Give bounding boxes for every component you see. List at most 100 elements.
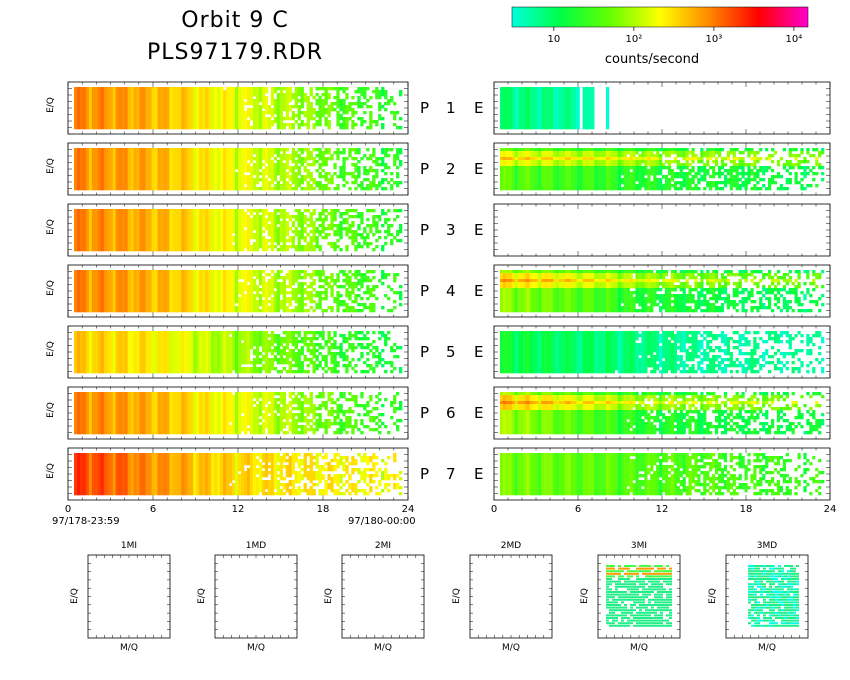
heat-cell xyxy=(112,114,117,118)
heat-cell xyxy=(127,230,131,234)
heat-cell xyxy=(97,245,102,249)
heat-cell xyxy=(139,187,143,191)
heat-cell xyxy=(118,166,122,170)
heat-cell xyxy=(205,178,209,182)
heat-cell xyxy=(321,102,325,106)
heat-cell xyxy=(148,239,152,243)
heat-cell xyxy=(148,102,152,106)
heat-cell xyxy=(255,111,260,115)
heat-cell xyxy=(74,218,78,222)
heat-cell xyxy=(544,108,548,112)
heat-cell xyxy=(172,169,176,173)
heat-cell xyxy=(303,93,307,97)
heat-cell xyxy=(632,181,636,185)
heat-cell xyxy=(190,169,194,173)
heat-cell xyxy=(270,154,275,158)
heat-cell xyxy=(393,123,397,127)
heat-cell xyxy=(336,99,340,103)
heat-cell xyxy=(573,114,577,118)
heat-cell xyxy=(381,157,385,161)
heat-cell xyxy=(303,157,307,161)
heat-cell xyxy=(211,114,215,118)
heat-cell xyxy=(744,184,748,188)
heat-cell xyxy=(342,108,346,112)
heat-cell xyxy=(270,99,275,103)
heat-cell xyxy=(558,87,563,91)
heat-cell xyxy=(679,187,683,191)
heat-cell xyxy=(196,87,200,91)
heat-cell xyxy=(163,227,167,231)
heat-cell xyxy=(258,187,263,191)
heat-cell xyxy=(324,187,328,191)
heat-cell xyxy=(523,96,527,100)
heat-cell xyxy=(700,148,704,152)
heat-cell xyxy=(181,90,185,94)
heat-cell xyxy=(662,151,666,155)
heat-cell xyxy=(82,221,87,225)
heat-cell xyxy=(193,181,197,185)
heat-cell xyxy=(715,163,719,167)
heat-cell xyxy=(196,163,200,167)
heat-cell xyxy=(351,123,355,127)
heat-cell xyxy=(118,221,122,225)
heat-cell xyxy=(573,102,577,106)
heat-cell xyxy=(342,126,346,130)
heat-cell xyxy=(229,90,233,94)
heat-cell xyxy=(538,123,542,127)
heat-cell xyxy=(91,105,96,109)
heat-cell xyxy=(109,248,114,252)
heat-cell xyxy=(121,218,125,222)
heat-cell xyxy=(109,108,114,112)
heat-cell xyxy=(94,227,99,231)
heat-cell xyxy=(178,181,182,185)
heat-cell xyxy=(127,93,131,97)
heat-cell xyxy=(157,212,161,216)
heat-cell xyxy=(127,120,131,124)
heat-cell xyxy=(214,126,218,130)
heat-cell xyxy=(199,105,203,109)
heat-cell xyxy=(205,181,209,185)
heat-cell xyxy=(175,218,179,222)
heat-cell xyxy=(585,120,589,124)
heat-cell xyxy=(208,117,212,121)
heat-cell xyxy=(375,163,379,167)
heat-cell xyxy=(235,175,239,179)
heat-cell xyxy=(112,163,117,167)
heat-cell xyxy=(723,157,728,161)
heat-cell xyxy=(526,90,530,94)
heat-cell xyxy=(264,169,269,173)
heat-cell xyxy=(318,157,322,161)
heat-cell xyxy=(732,157,736,161)
heat-cell xyxy=(336,120,340,124)
heat-cell xyxy=(175,187,179,191)
heat-cell xyxy=(74,187,78,191)
heat-cell xyxy=(576,117,580,121)
heat-cell xyxy=(196,178,200,182)
heat-cell xyxy=(535,111,539,115)
heat-cell xyxy=(217,96,221,100)
heat-cell xyxy=(223,151,227,155)
heat-cell xyxy=(214,169,218,173)
heat-cell xyxy=(88,117,93,121)
heat-cell xyxy=(396,181,400,185)
heat-cell xyxy=(517,96,521,100)
heat-cell xyxy=(166,215,170,219)
heat-cell xyxy=(74,178,78,182)
heat-cell xyxy=(223,160,227,164)
heat-cell xyxy=(309,187,313,191)
heat-cell xyxy=(91,123,96,127)
heat-cell xyxy=(121,157,125,161)
heat-cell xyxy=(576,111,580,115)
heat-cell xyxy=(88,178,93,182)
heat-cell xyxy=(238,160,242,164)
heat-cell xyxy=(511,169,515,173)
heat-cell xyxy=(357,151,361,155)
heat-cell xyxy=(85,111,90,115)
heat-cell xyxy=(97,117,102,121)
heat-cell xyxy=(579,151,583,155)
heat-cell xyxy=(747,154,751,158)
heat-cell xyxy=(315,160,319,164)
heat-cell xyxy=(582,178,586,182)
heat-cell xyxy=(80,227,84,231)
heat-cell xyxy=(594,157,598,161)
